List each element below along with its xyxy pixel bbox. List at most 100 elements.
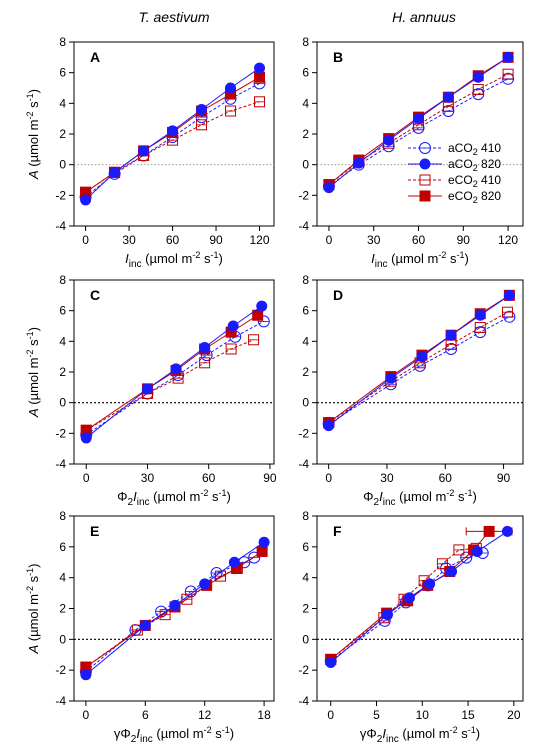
panel-letter: E	[90, 523, 99, 539]
data-point-aCO2_820	[228, 556, 240, 568]
x-axis-title: γΦ2Iinc (µmol m-2 s-1)	[360, 725, 480, 745]
series-line-aCO2_410	[85, 320, 265, 436]
series-aCO2_820	[323, 289, 515, 432]
x-tick-label: 6	[142, 708, 149, 722]
panel-letter: C	[90, 287, 100, 303]
data-point-aCO2_820	[502, 51, 514, 63]
x-tick-label: 60	[412, 233, 426, 247]
y-tick-label: 4	[302, 334, 309, 348]
series-aCO2_410	[324, 547, 489, 667]
x-axis-title: γΦ2Iinc (µmol m-2 s-1)	[114, 725, 234, 745]
x-tick-label: 0	[82, 233, 89, 247]
series-eCO2_410	[80, 562, 243, 673]
y-tick-label: -4	[55, 694, 66, 708]
y-tick-label: -4	[55, 457, 66, 471]
data-point-aCO2_820	[323, 420, 335, 432]
series-line-eCO2_410	[85, 339, 254, 431]
series-eCO2_410	[323, 68, 514, 191]
y-tick-label: -4	[298, 694, 309, 708]
panel-letter: A	[90, 49, 100, 65]
data-point-eCO2_820	[254, 71, 266, 83]
data-point-aCO2_820	[80, 432, 92, 444]
x-tick-label: 30	[367, 233, 381, 247]
y-tick-label: 8	[59, 509, 66, 523]
y-tick-label: 6	[302, 304, 309, 318]
data-point-aCO2_820	[385, 372, 397, 384]
y-tick-label: 6	[59, 304, 66, 318]
data-point-aCO2_820	[109, 166, 121, 178]
panel-D: -4 -2 0 2 4 6 8 0 30 60 90 D Φ2Iinc (µmol m-2 s-1)	[298, 273, 524, 508]
data-point-aCO2_820	[325, 656, 337, 668]
y-tick-label: 0	[302, 632, 309, 646]
data-point-aCO2_820	[138, 145, 150, 157]
data-point-aCO2_820	[442, 91, 454, 103]
data-point-aCO2_820	[474, 309, 486, 321]
data-point-aCO2_820	[383, 134, 395, 146]
legend-label-aCO2_410: aCO2 410	[448, 141, 501, 157]
data-point-aCO2_820	[80, 669, 92, 681]
data-point-eCO2_820	[252, 309, 264, 321]
y-tick-label: -2	[55, 426, 66, 440]
y-tick-label: 8	[59, 35, 66, 49]
series-aCO2_820	[325, 525, 513, 668]
series-aCO2_410	[322, 310, 516, 431]
series-line-aCO2_820	[85, 541, 265, 676]
data-point-aCO2_820	[227, 320, 239, 332]
column-title-h-annuus: H. annuus	[392, 9, 456, 25]
data-point-aCO2_820	[254, 62, 266, 74]
data-point-aCO2_820	[381, 609, 393, 621]
data-point-aCO2_820	[167, 125, 179, 137]
y-tick-label: -4	[298, 457, 309, 471]
y-tick-label: 0	[302, 158, 309, 172]
y-tick-label: 4	[59, 96, 66, 110]
y-tick-label: -2	[298, 426, 309, 440]
series-eCO2_410	[80, 96, 266, 198]
x-tick-label: 90	[497, 471, 511, 485]
y-tick-label: 6	[302, 540, 309, 554]
y-tick-label: -2	[298, 188, 309, 202]
data-point-aCO2_820	[445, 329, 457, 341]
data-point-aCO2_820	[413, 113, 425, 125]
data-point-eCO2_820	[483, 525, 495, 537]
y-axis-title: A (µmol m-2 s-1)	[25, 89, 41, 180]
x-tick-label: 0	[327, 708, 334, 722]
x-tick-label: 90	[263, 471, 277, 485]
y-tick-label: 4	[302, 571, 309, 585]
panel-B: -4 -2 0 2 4 6 8 0 30 60 90 120 B Iinc (µmol m-2 s-1) a…	[298, 35, 524, 270]
x-tick-label: 60	[202, 471, 216, 485]
legend-label-eCO2_410: eCO2 410	[448, 173, 501, 189]
x-tick-label: 120	[498, 233, 518, 247]
x-tick-label: 0	[83, 708, 90, 722]
panel-letter: F	[333, 523, 342, 539]
x-axis-title: Φ2Iinc (µmol m-2 s-1)	[363, 488, 477, 508]
data-point-aCO2_820	[403, 592, 415, 604]
y-tick-label: 0	[59, 632, 66, 646]
y-tick-label: -2	[55, 188, 66, 202]
y-tick-label: 8	[302, 35, 309, 49]
data-point-aCO2_820	[139, 619, 151, 631]
y-tick-label: -2	[298, 663, 309, 677]
legend-marker-eCO2_820	[419, 190, 431, 202]
y-tick-label: 0	[302, 396, 309, 410]
series-aCO2_820	[80, 536, 270, 681]
x-tick-label: 18	[257, 708, 271, 722]
data-point-aCO2_820	[80, 194, 92, 206]
y-tick-label: 4	[302, 96, 309, 110]
x-axis-title: Iinc (µmol m-2 s-1)	[125, 250, 223, 270]
x-tick-label: 90	[457, 233, 471, 247]
x-tick-label: 30	[380, 471, 394, 485]
x-tick-label: 30	[122, 233, 136, 247]
data-point-eCO2_820	[256, 545, 268, 557]
y-tick-label: 2	[59, 602, 66, 616]
data-point-aCO2_820	[471, 545, 483, 557]
y-axis-title: A (µmol m-2 s-1)	[25, 564, 41, 655]
x-tick-label: 120	[249, 233, 269, 247]
x-tick-label: 12	[198, 708, 212, 722]
data-point-aCO2_820	[225, 82, 237, 94]
y-axis-title: A (µmol m-2 s-1)	[25, 327, 41, 418]
data-point-aCO2_820	[170, 363, 182, 375]
